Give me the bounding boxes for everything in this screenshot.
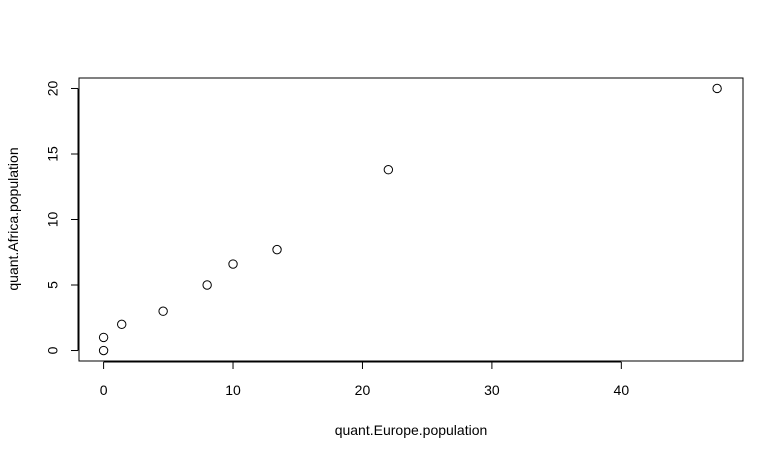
x-tick-label: 10 [225,382,241,398]
data-point [228,259,238,269]
y-tick-label: 0 [45,346,61,354]
x-axis-label: quant.Europe.population [335,422,488,438]
data-point [202,280,212,290]
data-point [712,83,722,94]
y-axis: 0 5 10 15 20 [45,80,79,354]
data-point [98,332,109,343]
y-tick-label: 15 [45,146,61,162]
data-points [98,83,722,356]
data-point [117,319,127,330]
x-axis: 0 10 20 30 40 [100,361,630,398]
data-point [383,165,394,175]
y-tick-label: 10 [45,212,61,228]
data-point [98,345,109,356]
data-point [272,244,282,255]
y-axis-label: quant.Africa.population [5,147,21,290]
x-tick-label: 0 [100,382,108,398]
x-tick-label: 30 [484,382,500,398]
x-tick-label: 20 [355,382,371,398]
data-point [158,306,168,316]
y-tick-label: 20 [45,80,61,96]
plot-frame [78,77,744,362]
y-tick-label: 5 [45,281,61,289]
x-tick-label: 40 [614,382,630,398]
